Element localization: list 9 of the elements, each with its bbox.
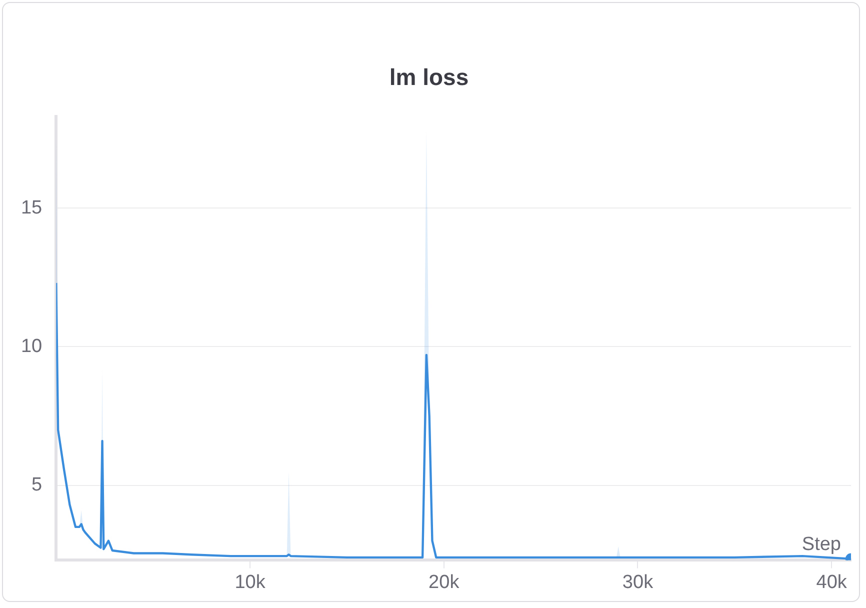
x-tick-label: 30k: [622, 572, 654, 593]
x-tick-label: 40k: [816, 572, 848, 593]
x-tick-label: 10k: [234, 572, 266, 593]
x-axis-title: Step: [802, 534, 841, 555]
y-tick-label: 15: [20, 197, 42, 218]
chart-title: lm loss: [389, 64, 469, 90]
y-tick-label: 5: [32, 474, 42, 496]
y-tick-label: 10: [20, 336, 42, 357]
x-tick-label: 20k: [428, 572, 460, 593]
